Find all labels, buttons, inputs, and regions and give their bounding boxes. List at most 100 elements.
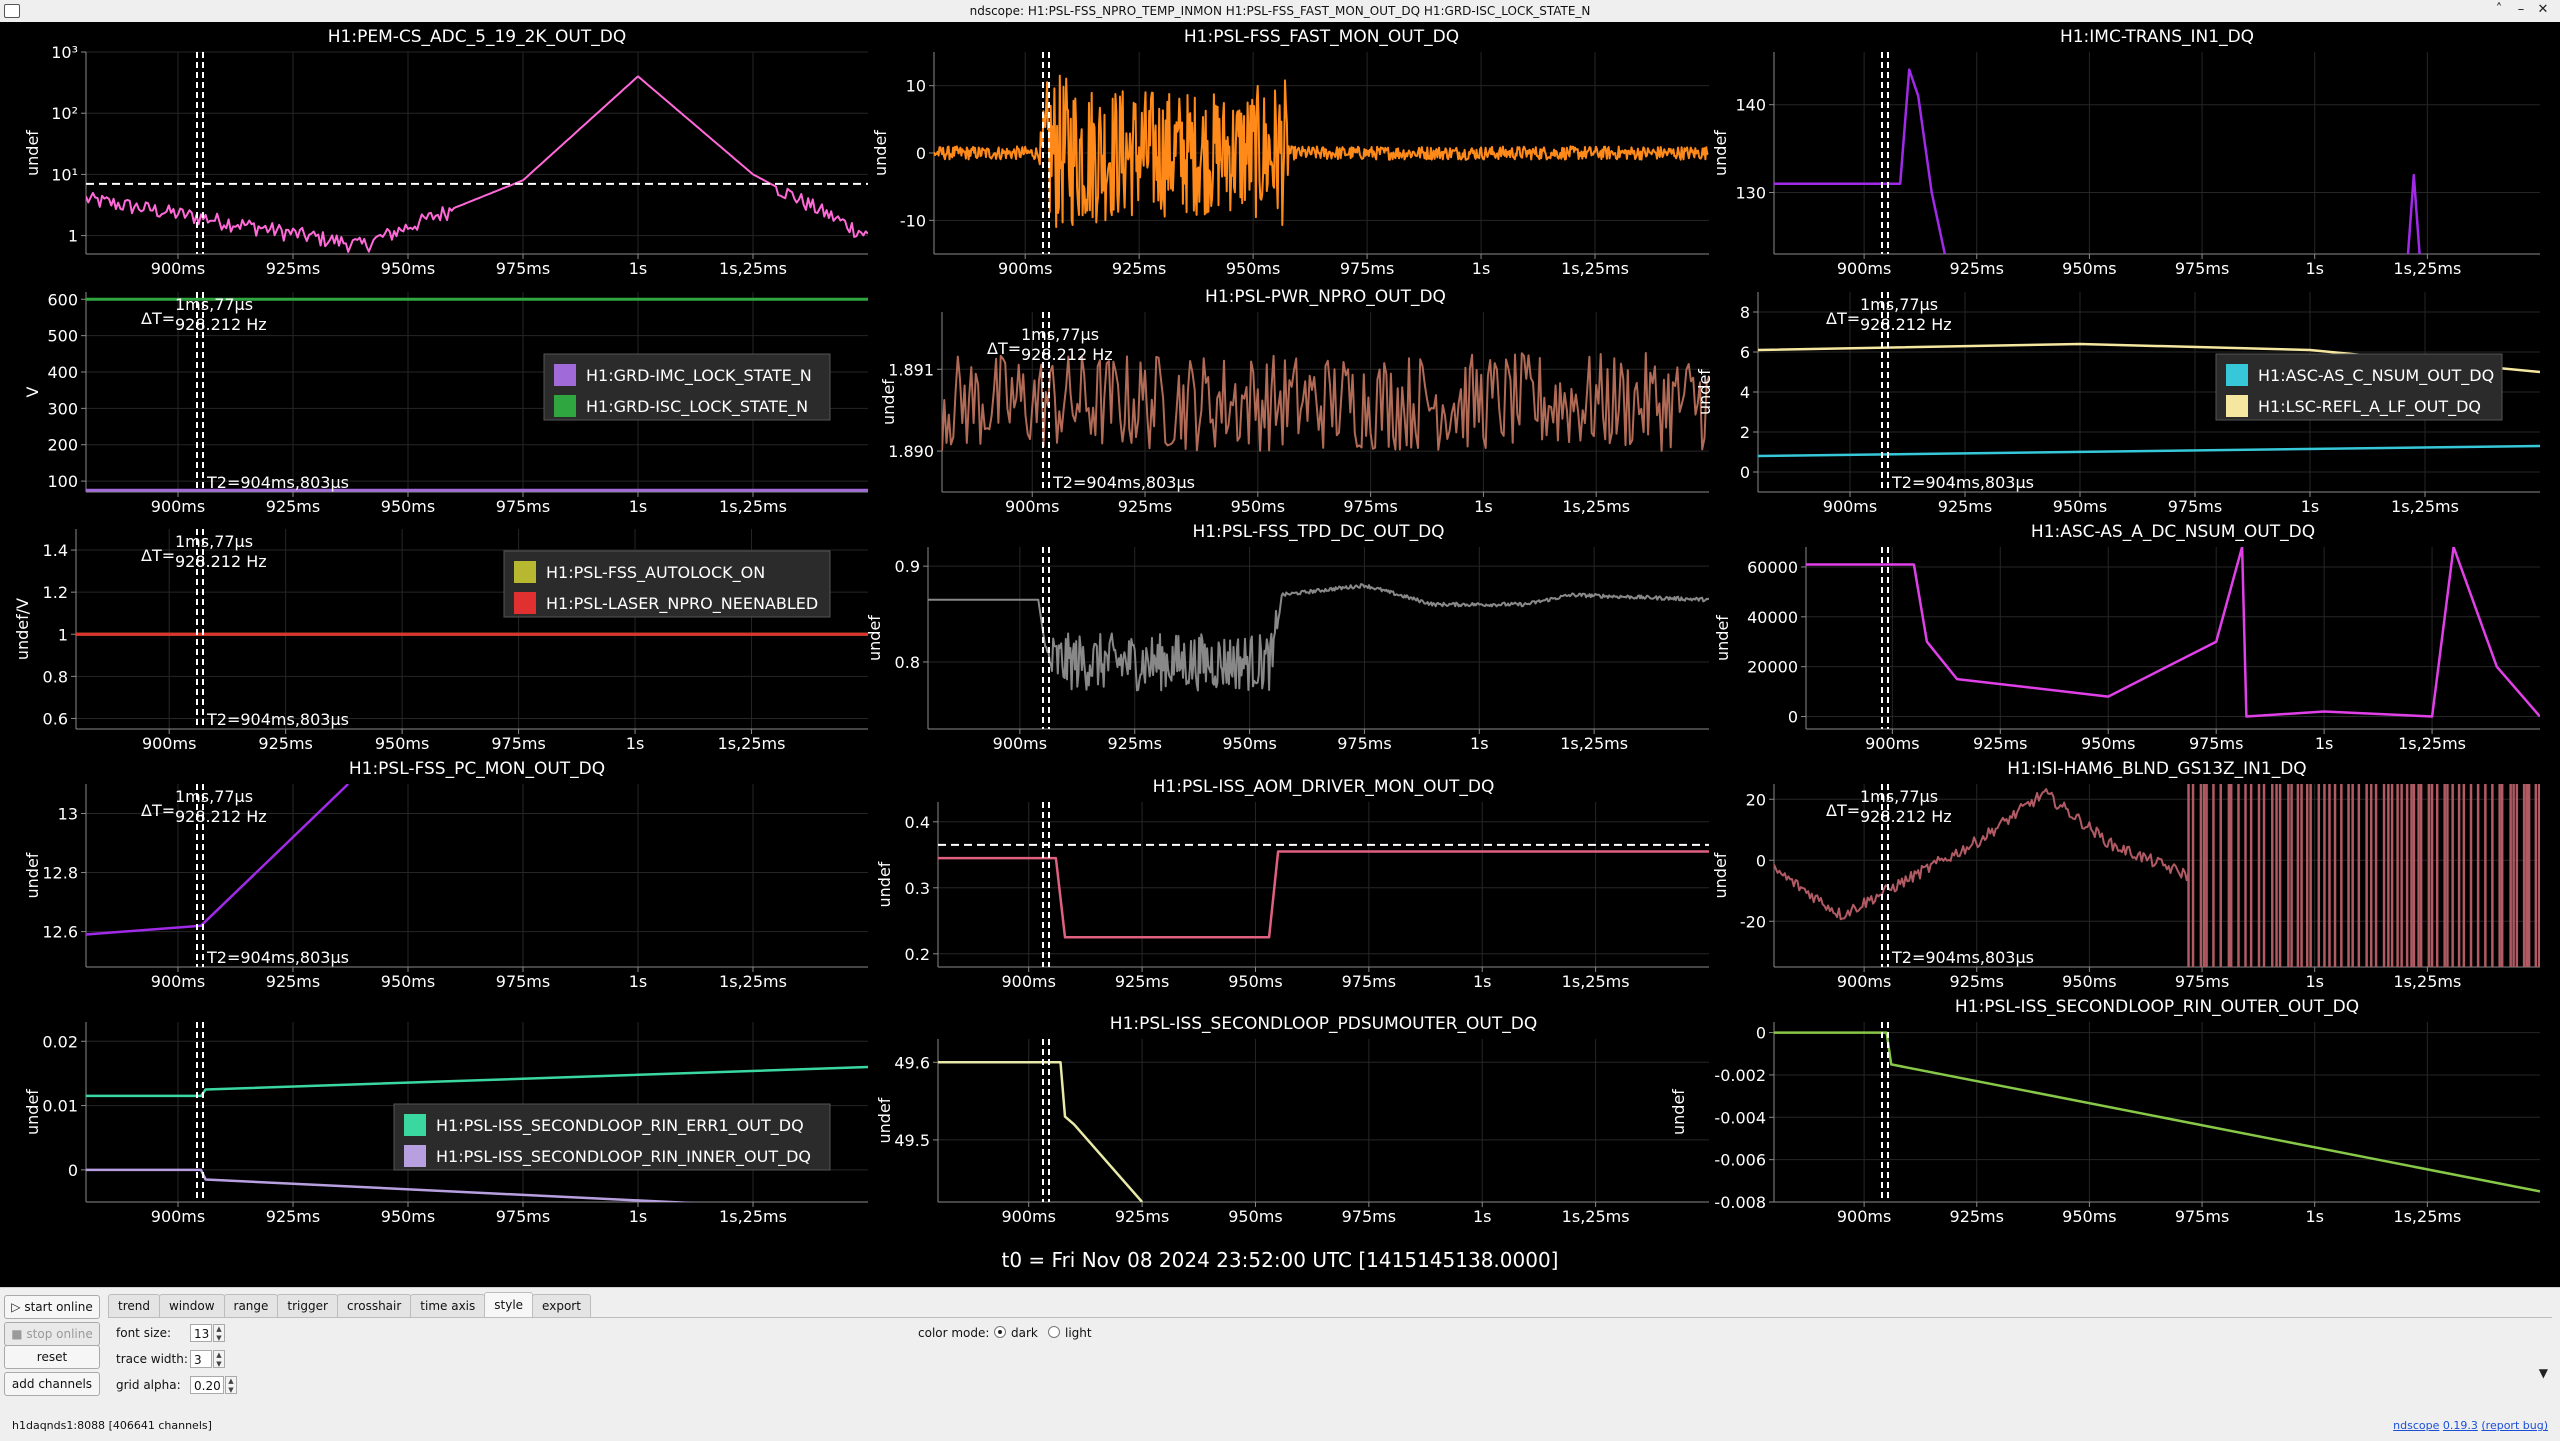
x-tick-label: 900ms <box>1823 497 1877 516</box>
collapse-chevron-icon[interactable]: ▼ <box>2538 1366 2548 1380</box>
delta-f-value: 928.212 Hz <box>1860 315 1952 334</box>
plot-panel[interactable]: 900ms 925ms 950ms 975ms 1s 1s,25ms 0.9 0.8 undef… <box>865 522 1709 753</box>
y-tick-label: 4 <box>1740 383 1750 402</box>
report-bug-link[interactable]: (report bug) <box>2481 1419 2548 1432</box>
x-tick-label: 975ms <box>496 497 550 516</box>
grid-alpha-stepper-icon[interactable]: ▲ ▼ <box>225 1376 237 1394</box>
plot-panel[interactable]: 900ms 925ms 950ms 975ms 1s 1s,25ms49.649.5und… <box>875 1014 1709 1226</box>
t2-label: T2=904ms,803µs <box>1891 473 2034 492</box>
ndscope-link[interactable]: ndscope <box>2393 1419 2440 1432</box>
series-line <box>942 352 1709 452</box>
x-tick-label: 1s <box>2305 972 2324 991</box>
legend-entry: H1:LSC-REFL_A_LF_OUT_DQ <box>2258 397 2481 417</box>
x-tick-label: 1s <box>2305 259 2324 278</box>
delta-t-value: 1ms,77µs <box>175 532 253 551</box>
add-channels-button[interactable]: add channels <box>4 1372 100 1396</box>
tab-window[interactable]: window <box>158 1294 225 1317</box>
tab-style[interactable]: style <box>484 1292 534 1317</box>
start-online-button[interactable]: ▷ start online <box>4 1295 100 1319</box>
light-mode-radio[interactable] <box>1048 1326 1060 1338</box>
window-up-icon[interactable]: ˄ <box>2495 2 2503 17</box>
x-tick-label: 925ms <box>1938 497 1992 516</box>
y-tick-label: -0.008 <box>1714 1193 1766 1212</box>
plot-panel[interactable]: 900ms 925ms 950ms 975ms 1s 1s,25ms 8 6 4 2 0 undef Δ… <box>1695 292 2540 516</box>
plot-panel[interactable]: 900ms 925ms 950ms 975ms 1s 1s,25ms 13 12.8 12.6 u… <box>23 759 868 991</box>
font-size-stepper-icon[interactable]: ▲ ▼ <box>213 1324 225 1342</box>
y-axis-label: undef <box>1695 369 1714 415</box>
window-title: ndscope: H1:PSL-FSS_NPRO_TEMP_INMON H1:P… <box>969 4 1591 18</box>
font-size-spinbox[interactable]: 13 <box>190 1324 212 1342</box>
y-tick-label: 400 <box>47 363 78 382</box>
y-tick-label: -10 <box>900 211 926 230</box>
reset-button[interactable]: reset <box>4 1345 100 1369</box>
series-line <box>1758 444 2540 458</box>
window-minimize-icon[interactable]: – <box>2517 2 2525 17</box>
plot-panel[interactable]: 900ms 925ms 950ms 975ms 1s 1s,25ms 60000 40000 2… <box>1713 522 2540 753</box>
grid-alpha-spinbox[interactable]: 0.20 <box>190 1376 224 1394</box>
y-axis-label: undef/V <box>13 598 32 660</box>
stop-icon: ■ <box>11 1327 27 1341</box>
series-line <box>1774 788 2190 921</box>
y-tick-label: 0.9 <box>895 557 920 576</box>
delta-f-value: 928.212 Hz <box>1860 807 1952 826</box>
x-tick-label: 925ms <box>258 734 312 753</box>
plot-panel[interactable]: 900ms 925ms 950ms 975ms 1s 1s,25ms 20 0 -20 undef… <box>1711 759 2540 991</box>
y-axis-label: V <box>23 386 42 397</box>
trace-width-spinbox[interactable]: 3 <box>190 1350 212 1368</box>
x-tick-label: 1s,25ms <box>719 497 787 516</box>
x-tick-label: 925ms <box>266 1207 320 1226</box>
legend-box[interactable] <box>503 550 831 618</box>
plot-area[interactable]: 900ms 925ms 950ms 975ms 1s 1s,25ms 10³ 10² 10¹ 1 u… <box>0 22 2560 1287</box>
x-tick-label: 900ms <box>151 972 205 991</box>
control-panel: ▷ start online ■ stop online reset add c… <box>0 1287 2560 1441</box>
plot-panel[interactable]: 900ms 925ms 950ms 975ms 1s 1s,25ms 0 -0.002 -0.0… <box>1669 997 2540 1226</box>
start-online-label: start online <box>24 1300 93 1314</box>
plot-panel[interactable]: 900ms 925ms 950ms 975ms 1s 1s,25ms 0.02 0.01 0 un… <box>23 1022 868 1226</box>
y-tick-label: 20 <box>1746 790 1766 809</box>
plot-panel[interactable]: 900ms 925ms 950ms 975ms 1s 1s,25ms 1.4 1.2 1 0.8 0… <box>13 529 868 753</box>
plot-panel[interactable]: 900ms 925ms 950ms 975ms 1s 1s,25ms 600 500 400 30… <box>23 290 868 516</box>
x-tick-label: 950ms <box>381 497 435 516</box>
dark-mode-radio[interactable] <box>994 1326 1006 1338</box>
tab-trend[interactable]: trend <box>108 1294 160 1317</box>
trace-width-stepper-icon[interactable]: ▲ ▼ <box>213 1350 225 1368</box>
y-tick-label: 0 <box>1788 708 1798 727</box>
legend-box[interactable] <box>393 1103 831 1171</box>
y-tick-label: 0 <box>916 144 926 163</box>
tab-range[interactable]: range <box>223 1294 279 1317</box>
y-axis-label: undef <box>23 130 42 176</box>
tab-export[interactable]: export <box>532 1294 591 1317</box>
x-tick-label: 950ms <box>1222 734 1276 753</box>
x-tick-label: 950ms <box>1228 972 1282 991</box>
x-tick-label: 975ms <box>496 1207 550 1226</box>
plot-panel[interactable]: 900ms 925ms 950ms 975ms 1s 1s,25ms 140 130 undef… <box>1711 27 2540 298</box>
x-tick-label: 900ms <box>142 734 196 753</box>
plot-panel[interactable]: 900ms 925ms 950ms 975ms 1s 1s,25ms 0.4 0.3 0.2 un… <box>875 777 1709 991</box>
plot-panel[interactable]: 900ms 925ms 950ms 975ms 1s 1s,25ms 10 0 -10 undef… <box>871 27 1709 278</box>
plot-grid[interactable]: 900ms 925ms 950ms 975ms 1s 1s,25ms 10³ 10² 10¹ 1 u… <box>0 22 2560 1287</box>
legend-box[interactable] <box>2215 353 2503 421</box>
plot-title: H1:PSL-ISS_AOM_DRIVER_MON_OUT_DQ <box>1153 777 1495 797</box>
plot-panel[interactable]: 900ms 925ms 950ms 975ms 1s 1s,25ms 1.891 1.890 u… <box>879 287 1709 516</box>
version-link[interactable]: 0.19.3 <box>2442 1419 2478 1432</box>
trace-layer <box>1774 1031 2540 1193</box>
tab-trigger[interactable]: trigger <box>277 1294 338 1317</box>
x-tick-label: 925ms <box>1950 1207 2004 1226</box>
legend-box[interactable] <box>543 353 831 421</box>
x-tick-label: 1s,25ms <box>2393 259 2461 278</box>
tab-crosshair[interactable]: crosshair <box>336 1294 412 1317</box>
delta-f-value: 928.212 Hz <box>175 807 267 826</box>
x-tick-label: 950ms <box>2062 972 2116 991</box>
t2-label: T2=904ms,803µs <box>206 710 349 729</box>
delta-f-value: 928.212 Hz <box>175 315 267 334</box>
y-tick-label: 8 <box>1740 303 1750 322</box>
x-tick-label: 1s,25ms <box>718 734 786 753</box>
delta-t-value: 1ms,77µs <box>175 787 253 806</box>
tab-time-axis[interactable]: time axis <box>410 1294 486 1317</box>
window-close-icon[interactable]: ✕ <box>2537 2 2549 17</box>
trace-layer <box>1806 547 2540 718</box>
legend-swatch <box>554 395 576 417</box>
plot-panel[interactable]: 900ms 925ms 950ms 975ms 1s 1s,25ms 10³ 10² 10¹ 1 u… <box>23 27 868 278</box>
y-tick-label: 0 <box>68 1161 78 1180</box>
y-tick-label: 500 <box>47 327 78 346</box>
